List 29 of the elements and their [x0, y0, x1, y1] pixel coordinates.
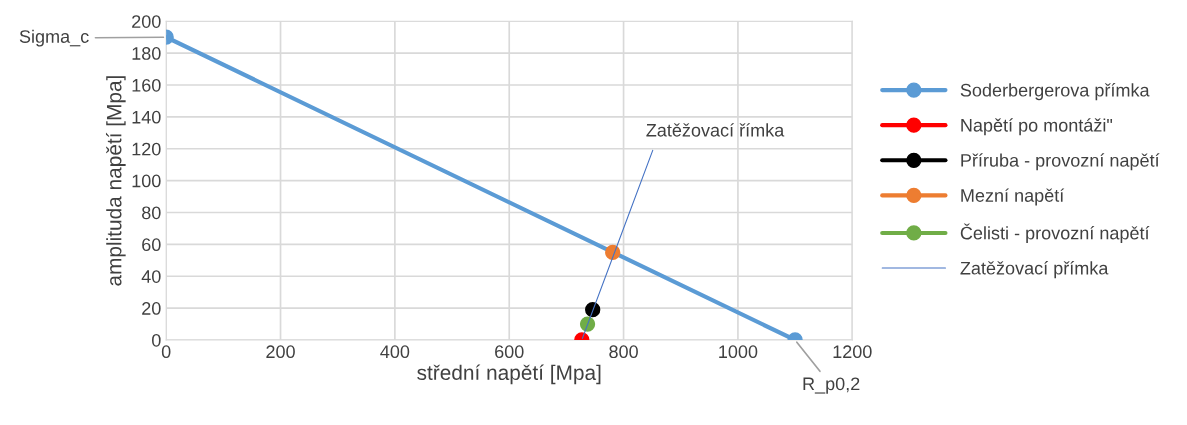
annotation: Sigma_c — [19, 29, 89, 47]
legend-label: Mezní napětí — [961, 188, 1065, 206]
legend-label: Napětí po montáži" — [961, 118, 1113, 136]
y-tick-label: 180 — [132, 47, 161, 60]
y-tick-label: 200 — [132, 15, 161, 28]
y-tick-label: 160 — [132, 78, 161, 92]
legend-label: Zatěžovací přímka — [960, 261, 1109, 279]
x-tick-label: 1200 — [833, 345, 872, 359]
y-tick-label: 0 — [151, 333, 161, 347]
y-tick-label: 20 — [142, 302, 161, 315]
y-axis-title: amplituda napětí [Mpa] — [105, 76, 126, 286]
y-tick-label: 40 — [141, 270, 161, 283]
y-tick-label: 60 — [142, 238, 161, 252]
x-tick-label: 400 — [380, 345, 410, 359]
x-tick-label: 0 — [161, 345, 171, 359]
y-tick-label: 140 — [132, 110, 161, 124]
annotation: Zatěžovací římka — [646, 123, 785, 137]
x-tick-label: 800 — [609, 345, 638, 359]
legend-label: Soderbergerova přímka — [960, 83, 1150, 101]
legend-label: Čelisti - provozní napětí — [960, 223, 1150, 244]
y-tick-label: 120 — [132, 142, 161, 156]
x-axis-title: střední napětí [Mpa] — [417, 364, 601, 385]
x-tick-label: 1000 — [719, 345, 758, 359]
annotation: R_p0,2 — [803, 377, 860, 394]
x-tick-label: 200 — [266, 345, 295, 359]
y-tick-label: 100 — [132, 174, 161, 188]
y-tick-label: 80 — [142, 206, 161, 220]
legend-label: Příruba - provozní napětí — [961, 153, 1160, 171]
x-tick-label: 600 — [495, 345, 524, 359]
